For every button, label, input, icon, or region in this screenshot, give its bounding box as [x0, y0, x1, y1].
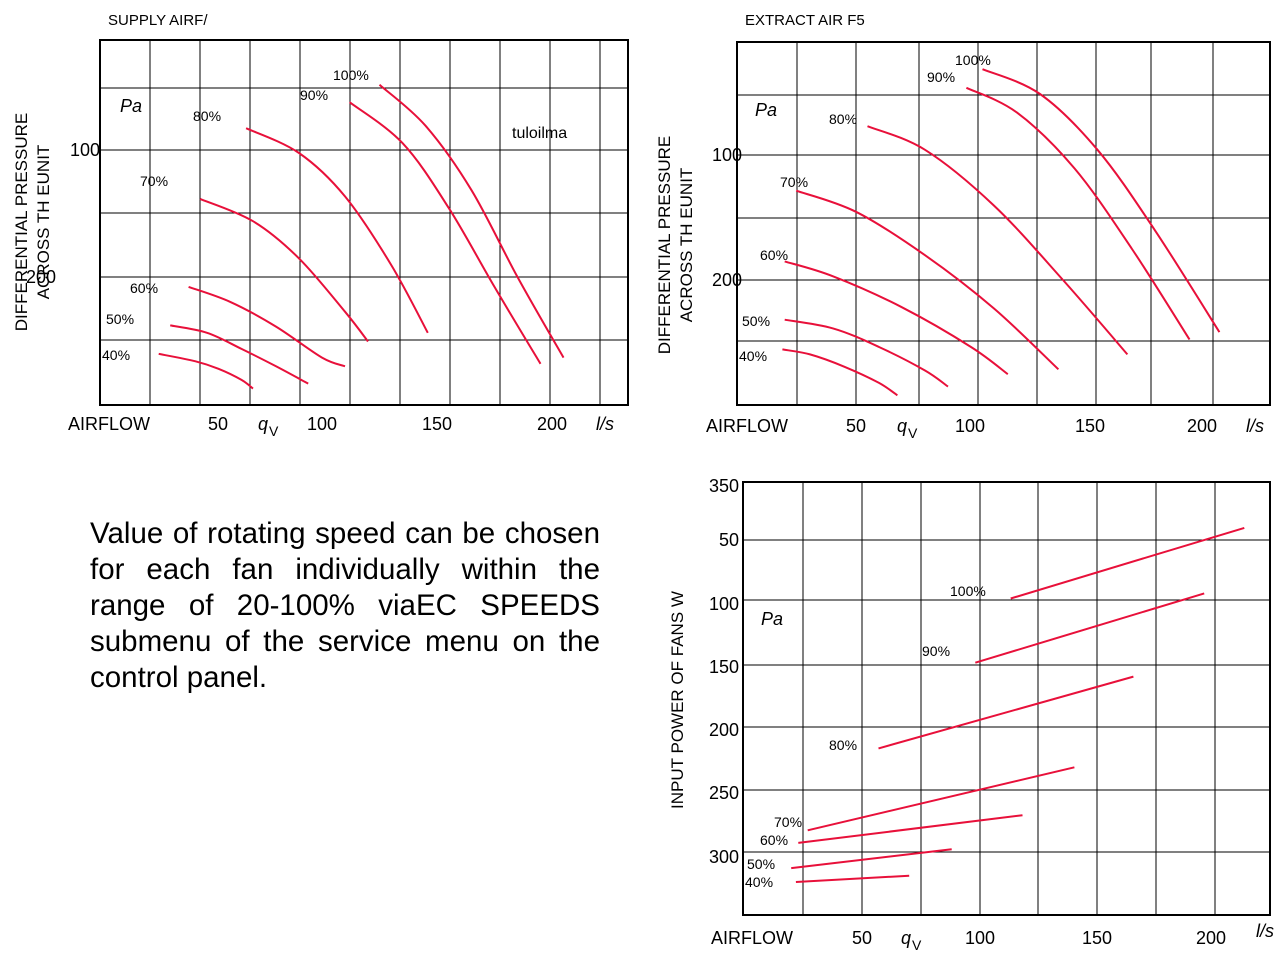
- extract-xtick-2: 150: [1075, 416, 1105, 436]
- extract-plot-frame: [736, 41, 1271, 406]
- extract-xtick-1: 100: [955, 416, 985, 436]
- supply-series-label-70pct: 70%: [140, 173, 168, 189]
- power-plot-frame: [742, 481, 1271, 916]
- extract-xlabel: AIRFLOW: [706, 416, 788, 436]
- supply-ytick-1: 200: [26, 267, 56, 287]
- power-series-50pct: [791, 848, 952, 870]
- supply-series-90pct: [348, 101, 542, 365]
- power-series-60pct: [798, 814, 1023, 844]
- supply-xtick-1: 100: [307, 414, 337, 434]
- supply-xtick-2: 150: [422, 414, 452, 434]
- supply-series-label-50pct: 50%: [106, 311, 134, 327]
- power-series-80pct: [878, 675, 1134, 750]
- description-text: Value of rotating speed can be chosen fo…: [90, 517, 600, 694]
- supply-series-70pct: [199, 197, 369, 343]
- extract-xtick-0: 50: [846, 416, 866, 436]
- power-series-70pct: [807, 766, 1075, 832]
- power-x-unit: l/s: [1256, 921, 1274, 941]
- power-ytick-0: 50: [719, 530, 739, 550]
- supply-ytick-0: 100: [70, 140, 100, 160]
- supply-series-label-100pct: 100%: [333, 67, 369, 83]
- extract-series-label-100pct: 100%: [955, 52, 991, 68]
- power-ytick-5: 300: [709, 847, 739, 867]
- power-ytick-4: 250: [709, 783, 739, 803]
- supply-plot-frame: [99, 39, 629, 406]
- supply-series-label-90pct: 90%: [300, 87, 328, 103]
- supply-series-60pct: [188, 285, 346, 368]
- power-ytick-2: 150: [709, 657, 739, 677]
- power-x-symbol: q: [901, 928, 911, 948]
- power-series-40pct: [795, 874, 910, 883]
- power-xlabel: AIRFLOW: [711, 928, 793, 948]
- extract-series-60pct: [784, 260, 1009, 376]
- extract-x-symbol: q: [897, 416, 907, 436]
- supply-series-80pct: [245, 127, 429, 334]
- supply-y-unit: Pa: [120, 96, 142, 116]
- extract-series-90pct: [965, 86, 1191, 341]
- extract-y-unit: Pa: [755, 100, 777, 120]
- extract-series-label-40pct: 40%: [739, 348, 767, 364]
- supply-x-subscript: V: [269, 423, 279, 439]
- supply-series-label-80pct: 80%: [193, 108, 221, 124]
- extract-series-label-70pct: 70%: [780, 174, 808, 190]
- extract-ylabel-line1: DIFFERENTIAL PRESSURE: [655, 136, 674, 355]
- supply-title: SUPPLY AIRF/: [108, 12, 208, 29]
- extract-series-40pct: [782, 348, 898, 397]
- power-series-label-40pct: 40%: [745, 874, 773, 890]
- power-y-unit: Pa: [761, 609, 783, 629]
- power-series-90pct: [975, 592, 1205, 664]
- power-xtick-2: 150: [1082, 928, 1112, 948]
- supply-xtick-3: 200: [537, 414, 567, 434]
- supply-series-label-60pct: 60%: [130, 280, 158, 296]
- power-series-label-50pct: 50%: [747, 856, 775, 872]
- supply-xlabel: AIRFLOW: [68, 414, 150, 434]
- power-x-subscript: V: [912, 937, 922, 953]
- supply-series-label-40pct: 40%: [102, 347, 130, 363]
- extract-series-70pct: [795, 189, 1060, 371]
- power-series-label-100pct: 100%: [950, 583, 986, 599]
- power-series-label-70pct: 70%: [774, 814, 802, 830]
- power-xtick-1: 100: [965, 928, 995, 948]
- power-xtick-0: 50: [852, 928, 872, 948]
- supply-x-symbol: q: [258, 414, 268, 434]
- power-ytick-6: 350: [709, 476, 739, 496]
- power-series-label-90pct: 90%: [922, 643, 950, 659]
- extract-x-unit: l/s: [1246, 416, 1264, 436]
- extract-series-label-80pct: 80%: [829, 111, 857, 127]
- supply-series-50pct: [170, 324, 309, 385]
- supply-ylabel-line1: DIFFERENTIAL PRESSURE: [12, 113, 31, 332]
- extract-x-subscript: V: [908, 425, 918, 441]
- power-ytick-1: 100: [709, 594, 739, 614]
- power-series-100pct: [1010, 526, 1245, 600]
- supply-note: tuloilma: [512, 125, 567, 142]
- power-xtick-3: 200: [1196, 928, 1226, 948]
- supply-ylabel-line2: ACROSS TH EUNIT: [34, 145, 53, 300]
- power-series-label-60pct: 60%: [760, 832, 788, 848]
- extract-series-80pct: [867, 125, 1129, 356]
- supply-series-40pct: [158, 352, 254, 390]
- supply-series-100pct: [378, 84, 565, 359]
- supply-xtick-0: 50: [208, 414, 228, 434]
- extract-title: EXTRACT AIR F5: [745, 12, 865, 29]
- extract-series-50pct: [784, 318, 949, 388]
- power-ytick-3: 200: [709, 720, 739, 740]
- extract-ytick-1: 200: [712, 270, 742, 290]
- extract-ylabel-line2: ACROSS TH EUNIT: [677, 168, 696, 323]
- power-series-label-80pct: 80%: [829, 737, 857, 753]
- extract-series-label-50pct: 50%: [742, 313, 770, 329]
- extract-series-100pct: [982, 68, 1221, 333]
- extract-ytick-0: 100: [712, 145, 742, 165]
- power-ylabel: INPUT POWER OF FANS W: [668, 591, 687, 809]
- extract-series-label-90pct: 90%: [927, 69, 955, 85]
- extract-xtick-3: 200: [1187, 416, 1217, 436]
- supply-x-unit: l/s: [596, 414, 614, 434]
- extract-series-label-60pct: 60%: [760, 247, 788, 263]
